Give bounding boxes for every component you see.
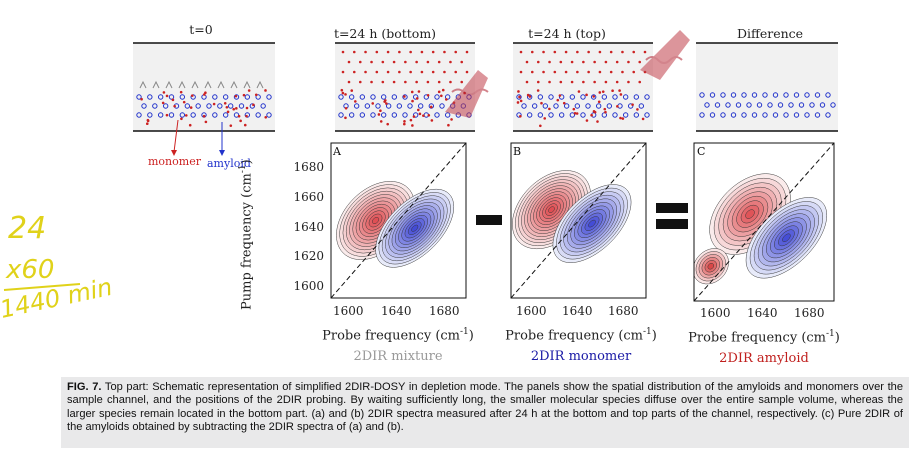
legend-amyloid: amyloid	[207, 157, 251, 170]
caption-label: FIG. 7.	[67, 381, 102, 393]
caption-text: Top part: Schematic representation of si…	[67, 381, 903, 434]
panel-title-top: t=24 h (top)	[528, 26, 606, 41]
schematic-panels	[133, 30, 838, 156]
handwriting-scribble: 24 x60 1440 min	[0, 211, 115, 324]
figure-caption: FIG. 7. Top part: Schematic representati…	[61, 377, 909, 448]
panel-letter-a: A	[333, 145, 341, 158]
laser-beam-top	[640, 30, 690, 80]
ytick-1640: 1640	[293, 220, 324, 234]
x-axis-label-b: Probe frequency (cm-1)	[505, 327, 657, 344]
legend-monomer: monomer	[148, 155, 201, 168]
spectra-plots	[330, 142, 835, 302]
ytick-1660: 1660	[293, 190, 324, 204]
subtitle-amyloid: 2DIR amyloid	[719, 351, 809, 366]
panel-title-difference: Difference	[736, 26, 804, 41]
ytick-1600: 1600	[293, 279, 324, 293]
ytick-1620: 1620	[293, 249, 324, 263]
panel-letter-c: C	[697, 145, 706, 158]
minus-operator	[476, 215, 502, 225]
equals-operator-top	[656, 203, 688, 213]
subtitle-mixture: 2DIR mixture	[353, 349, 443, 364]
handwriting-line-1: 24	[8, 211, 46, 246]
panel-title-bottom: t=24 h (bottom)	[333, 26, 437, 41]
handwriting-line-2: x60	[5, 255, 54, 285]
y-axis-label: Pump frequency (cm-1)	[238, 159, 255, 310]
laser-beam-bottom	[445, 70, 489, 118]
subtitle-monomer: 2DIR monomer	[530, 349, 632, 364]
equals-operator-bottom	[656, 219, 688, 229]
panel-letter-b: B	[513, 145, 522, 158]
x-axis-label-a: Probe frequency (cm-1)	[322, 327, 474, 344]
ytick-1680: 1680	[293, 160, 324, 174]
x-axis-label-c: Probe frequency (cm-1)	[688, 329, 840, 346]
panel-title-t0: t=0	[189, 22, 213, 37]
